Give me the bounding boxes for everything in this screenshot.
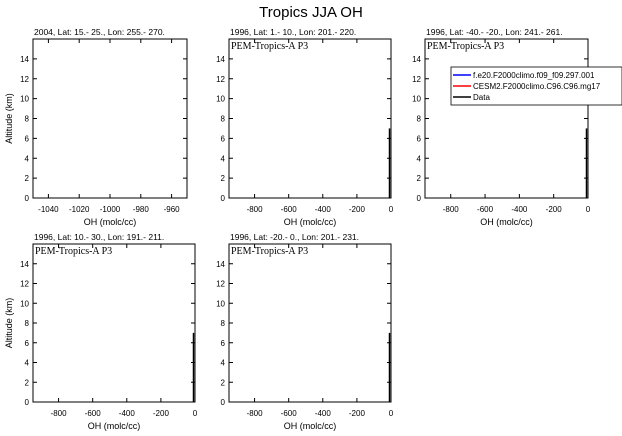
x-tick-label: -400 bbox=[511, 205, 528, 214]
y-tick-label: 14 bbox=[20, 55, 29, 64]
x-tick-label: -980 bbox=[133, 205, 150, 214]
x-tick-label: -400 bbox=[315, 205, 332, 214]
legend: f.e20.F2000climo.f09_f09.297.001 CESM2.F2… bbox=[450, 66, 622, 106]
legend-label-3: Data bbox=[473, 93, 490, 102]
y-tick-label: 10 bbox=[216, 95, 225, 104]
chart-panel-2: 1996, Lat: 1.- 10., Lon: 201.- 220. -800 -… bbox=[216, 27, 394, 227]
y-tick-label: 12 bbox=[412, 75, 421, 84]
x-tick-label: -200 bbox=[349, 205, 366, 214]
x-axis-label: OH (molc/cc) bbox=[88, 421, 141, 431]
x-tick-label: 0 bbox=[389, 205, 394, 214]
x-tick-label: -200 bbox=[153, 409, 170, 418]
campaign-annotation: PEM-Tropics-A P3 bbox=[35, 246, 112, 257]
y-tick-label: 4 bbox=[25, 154, 30, 163]
chart-panel-3: 1996, Lat: -40.- -20., Lon: 241.- 261. -8… bbox=[412, 27, 622, 227]
y-tick-label: 6 bbox=[417, 134, 422, 143]
campaign-annotation: PEM-Tropics-A P3 bbox=[231, 246, 308, 257]
y-tick-label: 8 bbox=[417, 115, 422, 124]
y-tick-label: 14 bbox=[20, 260, 29, 269]
campaign-annotation: PEM-Tropics-A P3 bbox=[231, 41, 308, 52]
panel-title: 2004, Lat: 15.- 25., Lon: 255.- 270. bbox=[34, 27, 165, 37]
chart-panel-5: 1996, Lat: -20.- 0., Lon: 201.- 231. -800… bbox=[216, 232, 394, 431]
x-tick-label: -200 bbox=[546, 205, 563, 214]
y-tick-label: 14 bbox=[412, 55, 421, 64]
y-tick-label: 14 bbox=[216, 55, 225, 64]
y-tick-label: 0 bbox=[221, 194, 226, 203]
x-tick-label: -200 bbox=[349, 409, 366, 418]
legend-label-2: CESM2.F2000climo.C96.C96.mg17 bbox=[473, 82, 601, 91]
y-tick-label: 6 bbox=[25, 134, 30, 143]
x-tick-label: -600 bbox=[85, 409, 102, 418]
y-tick-label: 8 bbox=[25, 115, 30, 124]
legend-box bbox=[450, 66, 622, 106]
y-tick-label: 10 bbox=[412, 95, 421, 104]
x-tick-label: -400 bbox=[119, 409, 136, 418]
y-tick-label: 2 bbox=[221, 174, 226, 183]
y-tick-label: 0 bbox=[417, 194, 422, 203]
plot-frame bbox=[32, 243, 196, 403]
plot-frame bbox=[424, 38, 589, 199]
panels: 2004, Lat: 15.- 25., Lon: 255.- 270. -104… bbox=[4, 27, 622, 431]
y-tick-label: 2 bbox=[221, 378, 226, 387]
y-tick-label: 12 bbox=[20, 280, 29, 289]
x-axis-label: OH (molc/cc) bbox=[84, 217, 137, 227]
y-tick-label: 12 bbox=[216, 280, 225, 289]
chart-panel-4: 1996, Lat: 10.- 30., Lon: 191.- 211. -800… bbox=[4, 232, 198, 431]
x-axis-label: OH (molc/cc) bbox=[284, 217, 337, 227]
y-tick-label: 8 bbox=[221, 319, 226, 328]
panel-title: 1996, Lat: 1.- 10., Lon: 201.- 220. bbox=[230, 27, 356, 37]
x-axis-label: OH (molc/cc) bbox=[480, 217, 533, 227]
y-tick-label: 0 bbox=[25, 398, 30, 407]
y-tick-label: 6 bbox=[221, 134, 226, 143]
campaign-annotation: PEM-Tropics-A P3 bbox=[427, 41, 504, 52]
y-tick-label: 4 bbox=[221, 154, 226, 163]
x-axis-label: OH (molc/cc) bbox=[284, 421, 337, 431]
x-tick-label: -800 bbox=[51, 409, 68, 418]
x-tick-label: 0 bbox=[193, 409, 198, 418]
legend-label-1: f.e20.F2000climo.f09_f09.297.001 bbox=[473, 71, 595, 80]
x-tick-label: -400 bbox=[315, 409, 332, 418]
y-tick-label: 6 bbox=[221, 339, 226, 348]
x-tick-label: -1040 bbox=[38, 205, 59, 214]
y-tick-label: 10 bbox=[20, 299, 29, 308]
y-tick-label: 0 bbox=[25, 194, 30, 203]
y-tick-label: 4 bbox=[221, 359, 226, 368]
y-tick-label: 8 bbox=[25, 319, 30, 328]
x-tick-label: -1000 bbox=[100, 205, 121, 214]
y-tick-label: 6 bbox=[25, 339, 30, 348]
x-tick-label: -600 bbox=[281, 205, 298, 214]
y-tick-label: 14 bbox=[216, 260, 225, 269]
x-tick-label: -1020 bbox=[69, 205, 90, 214]
x-tick-label: -800 bbox=[247, 409, 264, 418]
y-tick-label: 4 bbox=[417, 154, 422, 163]
y-axis-label: Altitude (km) bbox=[4, 93, 14, 144]
panel-title: 1996, Lat: -20.- 0., Lon: 201.- 231. bbox=[230, 232, 359, 242]
y-tick-label: 8 bbox=[221, 115, 226, 124]
x-tick-label: -800 bbox=[247, 205, 264, 214]
y-tick-label: 10 bbox=[20, 95, 29, 104]
x-tick-label: -800 bbox=[443, 205, 460, 214]
x-tick-label: 0 bbox=[586, 205, 591, 214]
y-axis-label: Altitude (km) bbox=[4, 298, 14, 349]
y-tick-label: 12 bbox=[20, 75, 29, 84]
x-tick-label: -960 bbox=[164, 205, 181, 214]
panel-title: 1996, Lat: 10.- 30., Lon: 191.- 211. bbox=[34, 232, 164, 242]
panel-title: 1996, Lat: -40.- -20., Lon: 241.- 261. bbox=[426, 27, 563, 37]
x-tick-label: -600 bbox=[477, 205, 494, 214]
figure-title: Tropics JJA OH bbox=[259, 4, 363, 21]
y-tick-label: 4 bbox=[25, 359, 30, 368]
plot-frame bbox=[228, 38, 392, 199]
x-tick-label: 0 bbox=[389, 409, 394, 418]
y-tick-label: 2 bbox=[25, 174, 30, 183]
x-tick-label: -600 bbox=[281, 409, 298, 418]
y-tick-label: 2 bbox=[25, 378, 30, 387]
y-tick-label: 0 bbox=[221, 398, 226, 407]
chart-panel-1: 2004, Lat: 15.- 25., Lon: 255.- 270. -104… bbox=[4, 27, 188, 227]
y-tick-label: 10 bbox=[216, 299, 225, 308]
y-tick-label: 12 bbox=[216, 75, 225, 84]
plot-frame bbox=[32, 38, 188, 199]
y-tick-label: 2 bbox=[417, 174, 422, 183]
plot-frame bbox=[228, 243, 392, 403]
